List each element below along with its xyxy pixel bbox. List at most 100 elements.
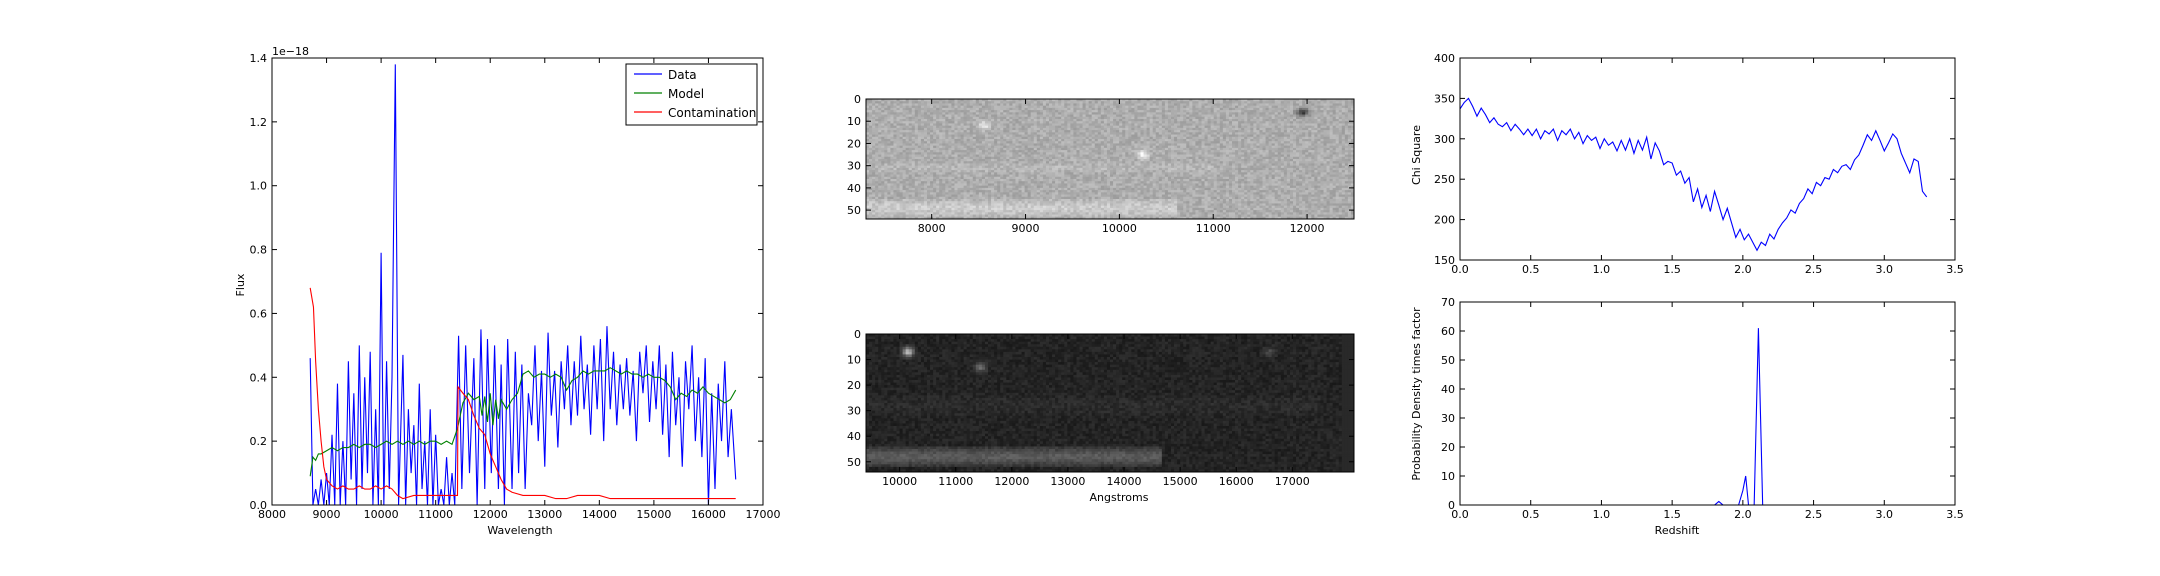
image-top-pixel [1250,116,1254,120]
image-top-pixel [1235,147,1239,151]
image-top-pixel [1164,119,1169,122]
image-top-pixel [1302,125,1306,129]
image-top-pixel [1070,121,1074,124]
image-top-pixel [1070,141,1074,144]
image-top-pixel [997,161,1001,164]
image-top-pixel [1228,141,1233,144]
image-top-pixel [972,143,977,147]
image-top-pixel [1299,110,1303,113]
image-top-pixel [963,103,968,107]
image-top-pixel [1030,116,1035,120]
image-top-pixel [1247,105,1251,109]
image-top-pixel [957,110,961,113]
image-top-pixel [1204,134,1208,138]
image-top-pixel [1149,134,1154,138]
image-top-pixel [960,121,964,124]
image-top-pixel [887,99,891,102]
image-top-pixel [939,134,943,138]
image-top-pixel [923,119,928,122]
image-top-pixel [1256,163,1260,167]
image-top-pixel [1055,112,1059,115]
image-top-pixel [1323,116,1327,120]
image-top-pixel [893,119,897,122]
image-top-pixel [936,127,940,131]
image-top-pixel [1021,145,1025,149]
image-top-pixel [1143,161,1147,164]
image-top-pixel [1296,105,1300,109]
image-top-pixel [911,101,916,104]
image-top-pixel [1232,156,1236,160]
image-top-pixel [966,105,971,109]
image-top-pixel [875,130,879,133]
image-top-pixel [1082,152,1086,155]
image-top-pixel [1350,121,1355,124]
image-top-pixel [1061,152,1065,155]
image-top-pixel [1180,101,1184,104]
image-top-pixel [1033,154,1038,158]
image-top-pixel [1088,143,1093,147]
image-top-pixel [1155,116,1160,120]
image-top-pixel [1329,132,1334,135]
image-top-pixel [1262,107,1266,111]
image-top-pixel [1271,101,1276,104]
image-top-pixel [1103,145,1108,149]
image-top-pixel [887,114,891,118]
image-top-pixel [1314,139,1318,142]
image-top-pixel [1161,119,1166,122]
image-top-pixel [1049,116,1053,120]
image-top-pixel [1128,99,1132,102]
image-top-pixel [1183,130,1187,133]
image-top-pixel [948,116,952,120]
image-top-pixel [1125,119,1129,122]
image-top-pixel [927,121,931,124]
image-top-pixel [969,130,974,133]
image-top-pixel [920,132,925,135]
image-top-pixel [1222,154,1227,158]
image-top-pixel [899,156,903,160]
image-top-pixel [878,132,882,135]
image-top-pixel [1323,161,1327,164]
image-top-pixel [927,114,931,118]
image-top-pixel [1024,143,1029,147]
image-top-pixel [1314,107,1318,111]
image-top-pixel [1122,114,1126,118]
image-top-pixel [1055,136,1059,140]
image-top-pixel [1195,150,1199,153]
image-top-pixel [1314,105,1318,109]
image-top-pixel [930,159,934,162]
image-top-pixel [1100,147,1105,151]
image-top-pixel [1244,156,1248,160]
image-top-pixel [1094,105,1099,109]
image-top-pixel [1210,134,1215,138]
image-top-pixel [1210,99,1215,102]
image-top-pixel [1015,101,1019,104]
image-top-pixel [960,152,964,155]
image-top-pixel [1210,105,1215,109]
image-top-pixel [1186,99,1190,102]
image-top-pixel [1323,145,1327,149]
image-top-pixel [1070,143,1074,147]
image-top-pixel [1192,110,1196,113]
image-top-pixel [905,165,910,169]
image-top-pixel [1058,147,1062,151]
image-top-pixel [1061,127,1065,131]
image-top-pixel [1247,147,1251,151]
image-top-pixel [1000,141,1004,144]
image-top-pixel [1036,105,1041,109]
image-top-pixel [1317,141,1321,144]
image-top-pixel [1177,116,1181,120]
image-top-pixel [954,114,958,118]
image-top-pixel [1296,150,1300,153]
image-top-pixel [1140,136,1144,140]
image-top-pixel [951,150,955,153]
image-top-pixel [1305,114,1309,118]
image-top-pixel [1091,99,1096,102]
image-top-pixel [1036,116,1041,120]
image-top-pixel [1030,139,1035,142]
image-top-pixel [1085,99,1090,102]
image-top-pixel [1131,154,1135,158]
image-top-pixel [1296,143,1300,147]
image-top-pixel [1082,154,1086,158]
image-top-pixel [939,150,943,153]
image-top-pixel [1244,121,1248,124]
